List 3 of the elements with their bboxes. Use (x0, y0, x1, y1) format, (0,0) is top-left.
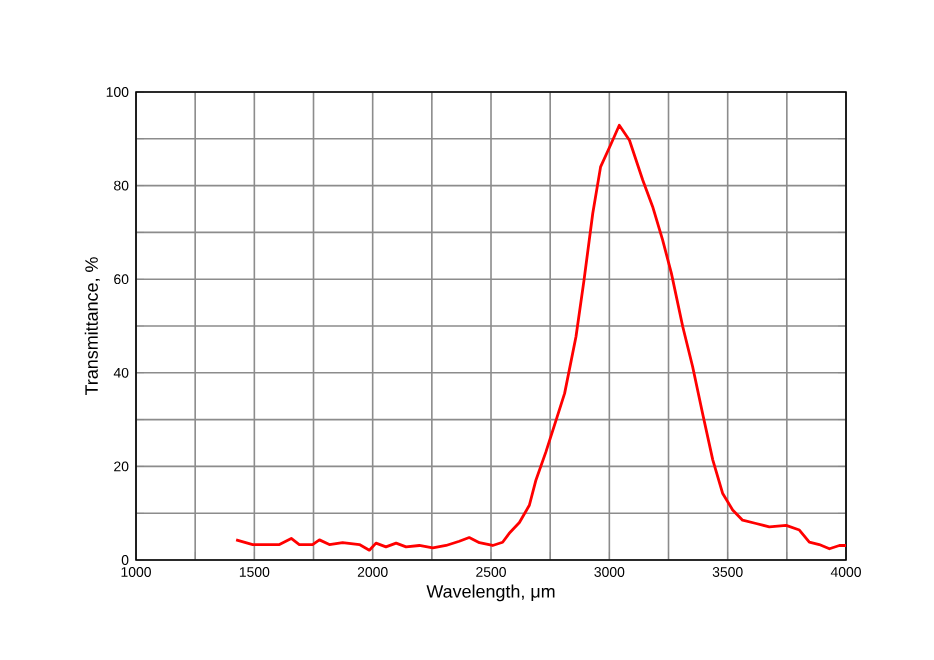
x-axis-title: Wavelength, μm (426, 584, 555, 602)
line-series (234, 123, 848, 552)
y-axis-title: Transmittance, % (84, 257, 101, 396)
